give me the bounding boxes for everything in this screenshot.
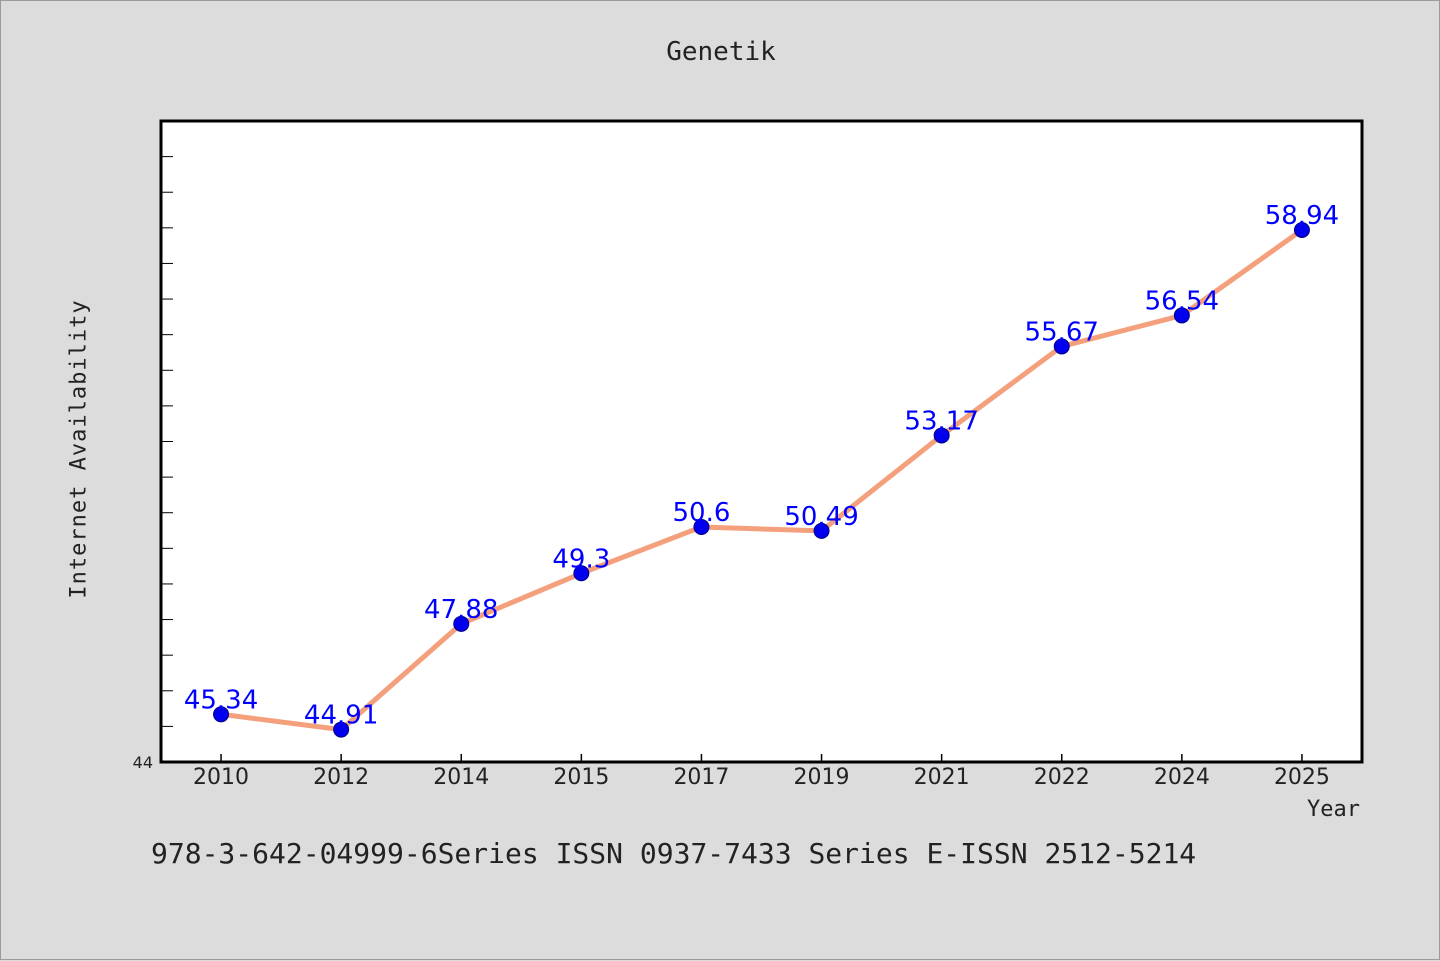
plot-area: [159, 119, 1364, 764]
x-tick-label: 2024: [1154, 765, 1210, 790]
data-label: 56.54: [1145, 286, 1219, 316]
data-point: [693, 518, 710, 535]
x-tick-label: 2019: [794, 765, 850, 790]
x-axis-label: Year: [1307, 797, 1360, 822]
data-label: 45.34: [184, 685, 258, 715]
data-point: [333, 721, 350, 738]
data-label: 55.67: [1025, 317, 1099, 347]
data-point: [453, 615, 470, 632]
x-tick-label: 2021: [914, 765, 970, 790]
data-label: 50.49: [784, 502, 858, 532]
data-label: 58.94: [1265, 201, 1339, 231]
series-line: [220, 227, 1304, 733]
data-label: 49.3: [552, 544, 610, 574]
data-point: [573, 565, 590, 582]
x-tick-label: 2022: [1034, 765, 1090, 790]
x-tick-label: 2014: [433, 765, 489, 790]
data-point: [1293, 221, 1310, 238]
footer-text: 978-3-642-04999-6Series ISSN 0937-7433 S…: [151, 837, 1197, 870]
data-label: 53.17: [904, 406, 978, 436]
chart-title: Genetik: [666, 37, 776, 67]
data-label: 50.6: [673, 498, 731, 528]
y-tick-label: 44: [133, 753, 153, 772]
data-label: 47.88: [424, 595, 498, 625]
x-tick-label: 2012: [313, 765, 369, 790]
data-point: [1053, 338, 1070, 355]
data-point: [1173, 307, 1190, 324]
data-point: [213, 706, 230, 723]
data-point: [933, 427, 950, 444]
data-point: [813, 522, 830, 539]
x-tick-label: 2015: [553, 765, 609, 790]
x-tick-label: 2017: [673, 765, 729, 790]
x-tick-label: 2010: [193, 765, 249, 790]
x-tick-label: 2025: [1274, 765, 1330, 790]
data-label: 44.91: [304, 701, 378, 731]
